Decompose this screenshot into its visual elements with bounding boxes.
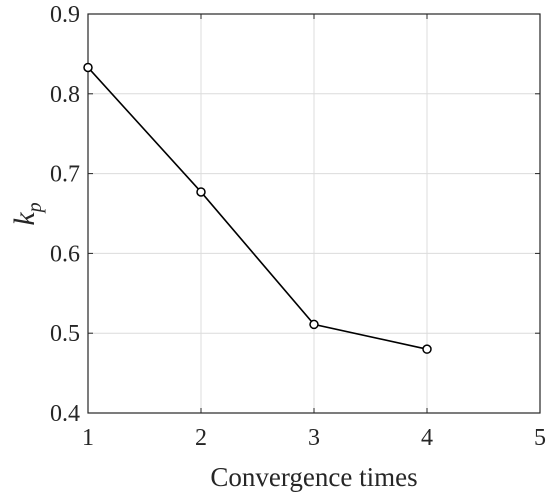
axes <box>87 13 541 414</box>
y-axis-label-subscript: p <box>24 202 46 214</box>
y-tick-label: 0.7 <box>50 162 80 188</box>
y-tick-label: 0.5 <box>50 321 80 347</box>
x-tick-label: 1 <box>82 425 94 451</box>
y-axis-label-main: k <box>8 212 41 226</box>
series-line <box>87 66 428 350</box>
data-point <box>309 319 319 330</box>
x-axis-label: Convergence times <box>210 462 417 492</box>
x-tick-label: 2 <box>195 425 207 451</box>
y-tick-label: 0.9 <box>50 2 80 28</box>
grid <box>87 13 541 414</box>
data-point <box>83 62 93 73</box>
plot-frame <box>87 13 541 414</box>
y-tick-label: 0.6 <box>50 241 80 267</box>
data-point <box>196 187 206 197</box>
x-tick-label: 5 <box>534 425 546 451</box>
tick-labels: 1 2 3 4 5 0.4 0.5 0.6 0.7 0.8 0.9 <box>50 2 546 451</box>
y-tick-label: 0.4 <box>50 401 80 427</box>
y-axis-label: kp <box>8 202 46 225</box>
series-layer <box>83 62 432 354</box>
x-tick-label: 3 <box>308 425 320 451</box>
data-point <box>422 344 432 354</box>
y-tick-label: 0.8 <box>50 82 80 108</box>
x-tick-label: 4 <box>421 425 433 451</box>
